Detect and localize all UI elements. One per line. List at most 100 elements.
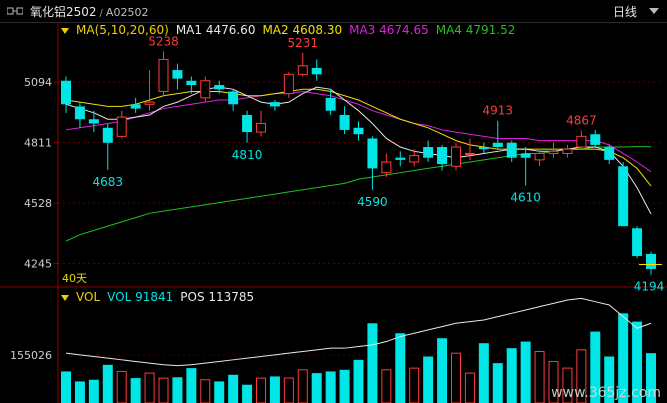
candle-body-up (297, 65, 308, 75)
vol-tick-label: 155026 (10, 349, 52, 362)
volume-bar-up (534, 351, 545, 403)
volume-ma-line (65, 297, 652, 367)
ma3-line (65, 90, 652, 173)
candle-body-down (269, 102, 280, 107)
volume-bar-up (297, 369, 308, 403)
low-annotation: 4590 (357, 195, 388, 209)
candle-body-up (576, 135, 587, 148)
low-annotation: 4610 (510, 191, 541, 205)
candle-body-down (311, 67, 322, 75)
volume-bar-down (339, 369, 350, 403)
candle-body-up (283, 73, 294, 95)
high-annotation: 5238 (148, 34, 179, 48)
high-annotation: 4867 (566, 114, 597, 128)
candle-body-down (61, 80, 71, 105)
title-separator: / (99, 8, 103, 19)
volume-bar-down (492, 363, 503, 403)
ma3-value: MA3 4674.65 (349, 23, 429, 37)
instrument-name: 氧化铝2502 (30, 5, 97, 19)
candle-body-up (200, 80, 211, 99)
candle-body-up (144, 101, 155, 105)
volume-bar-down (186, 368, 197, 403)
volume-bar-down (618, 313, 629, 403)
candle-body-down (353, 127, 364, 135)
candle-body-down (590, 134, 601, 145)
candle-body-up (464, 152, 475, 155)
volume-bar-up (409, 367, 420, 403)
candle-body-down (437, 147, 448, 165)
candle-body-down (186, 80, 197, 86)
candle-body-down (367, 138, 378, 169)
volume-bar-up (548, 360, 559, 403)
menu-icon[interactable] (7, 7, 23, 15)
low-annotation: 4683 (93, 175, 124, 189)
candle-body-up (409, 155, 420, 163)
candle-body-down (646, 253, 656, 269)
candle-body-up (451, 146, 461, 167)
candle-body-down (339, 114, 350, 130)
volume-bar-down (172, 377, 183, 403)
volume-bar-down (437, 338, 448, 403)
candle-body-up (256, 123, 266, 133)
volume-bar-down (604, 356, 615, 403)
volume-bar-down (269, 376, 280, 403)
volume-legend: VOL VOL 91841 POS 113785 (61, 290, 261, 304)
candle-body-up (534, 152, 545, 161)
triangle-down-icon[interactable] (61, 27, 69, 34)
candle-body-down (325, 97, 336, 111)
volume-bar-down (130, 378, 141, 403)
volume-bar-up (116, 370, 127, 403)
candle-body-down (423, 147, 434, 158)
volume-bar-down (367, 323, 378, 403)
volume-bar-up (256, 377, 266, 403)
watermark: www.365jz.com (551, 385, 661, 401)
volume-bar-up (451, 352, 461, 403)
candle-body-up (381, 161, 392, 174)
volume-bar-down (61, 371, 71, 403)
volume-bar-down (102, 364, 113, 403)
volume-bar-down (506, 348, 517, 403)
ma-legend: MA(5,10,20,60) MA1 4476.60 MA2 4608.30 MA3 … (61, 23, 522, 37)
volume-bar-up (381, 369, 392, 403)
volume-bar-down (214, 381, 225, 403)
instrument-code: A02502 (105, 6, 149, 19)
volume-bar-down (423, 356, 434, 403)
volume-bar-down (242, 384, 253, 403)
candle-body-down (604, 147, 615, 160)
volume-bar-down (88, 379, 99, 403)
low-annotation: 4194 (634, 279, 665, 293)
triangle-down-icon[interactable] (61, 294, 69, 301)
volume-bar-down (520, 341, 531, 403)
instrument-title[interactable]: 氧化铝2502/A02502 (30, 3, 148, 20)
volume-bar-down (478, 343, 489, 403)
volume-bar-up (144, 372, 155, 403)
days-label: 40天 (62, 272, 87, 285)
high-annotation: 5231 (288, 36, 319, 50)
y-tick-label: 4245 (24, 258, 52, 271)
candle-body-down (632, 228, 643, 257)
top-bar: 氧化铝2502/A02502 日线 (0, 0, 667, 23)
volume-bar-down (325, 371, 336, 403)
period-selector[interactable]: 日线 (612, 5, 637, 19)
volume-bar-down (632, 321, 643, 403)
candle-body-down (242, 114, 253, 133)
ma-label: MA(5,10,20,60) (76, 23, 169, 37)
candle-body-down (88, 119, 99, 124)
volume-bar-down (646, 353, 656, 403)
volume-bar-up (158, 377, 169, 403)
volume-bar-up (562, 367, 573, 403)
candle-body-down (172, 70, 183, 79)
candle-body-down (520, 153, 531, 158)
y-tick-label: 5094 (24, 76, 52, 89)
volume-bar-up (283, 377, 294, 403)
candle-body-down (228, 91, 239, 105)
ma2-value: MA2 4608.30 (262, 23, 343, 37)
candle-body-down (214, 85, 225, 90)
volume-bar-down (228, 374, 239, 403)
volume-bar-down (311, 373, 322, 403)
chevron-down-icon[interactable] (649, 8, 659, 14)
candle-body-down (506, 142, 517, 158)
vol-value: VOL 91841 (107, 290, 174, 304)
high-annotation: 4913 (483, 104, 514, 118)
